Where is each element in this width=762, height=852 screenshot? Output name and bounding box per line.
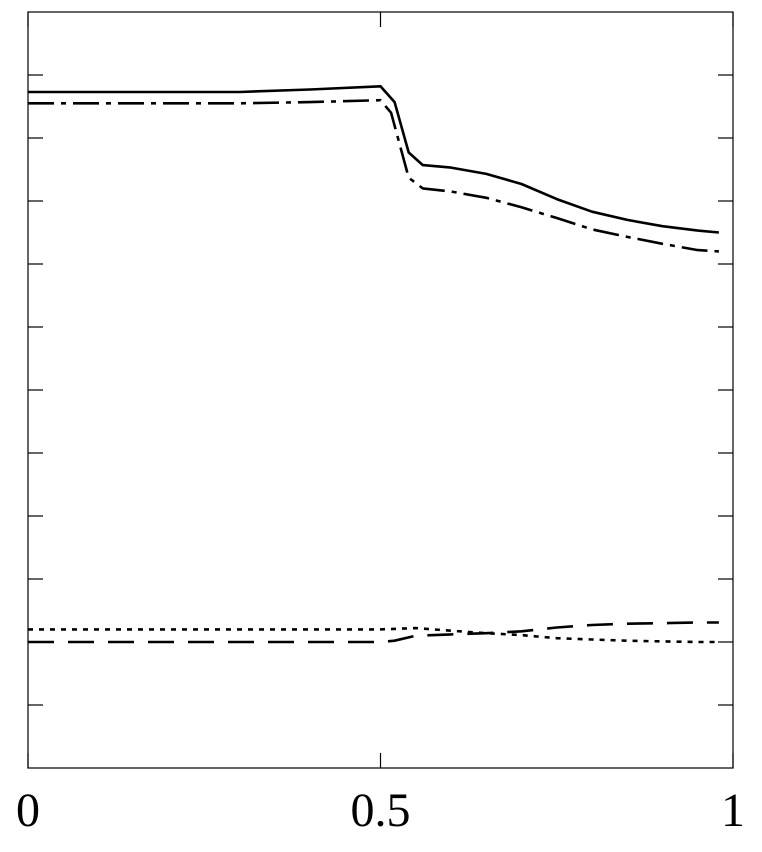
x-tick-label-0: 0 <box>16 784 40 837</box>
x-tick-label-1: 0.5 <box>351 784 411 837</box>
x-tick-labels: 0 0.5 1 <box>16 784 745 837</box>
series-layer <box>28 85 720 644</box>
series-line-dotted <box>28 626 719 644</box>
series-line-solid <box>28 85 720 234</box>
axis-ticks <box>27 12 734 768</box>
plot-frame <box>27 11 734 769</box>
series-line-dashed <box>28 621 719 644</box>
x-tick-label-2: 1 <box>721 784 745 837</box>
series-line-dashdot <box>28 98 719 253</box>
